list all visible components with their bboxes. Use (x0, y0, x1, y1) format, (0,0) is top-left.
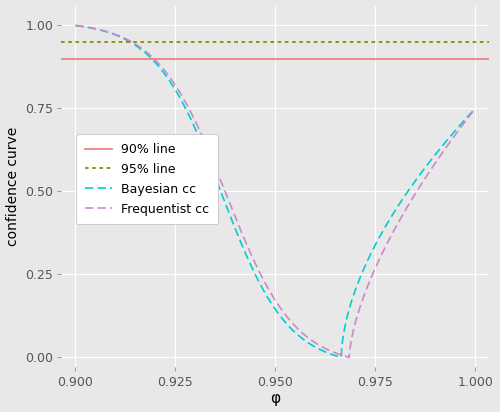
X-axis label: φ: φ (270, 391, 280, 407)
Y-axis label: confidence curve: confidence curve (6, 127, 20, 246)
Legend: 90% line, 95% line, Bayesian cc, Frequentist cc: 90% line, 95% line, Bayesian cc, Frequen… (76, 134, 218, 224)
